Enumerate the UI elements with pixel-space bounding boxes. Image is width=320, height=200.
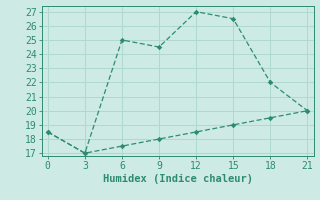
X-axis label: Humidex (Indice chaleur): Humidex (Indice chaleur) — [103, 174, 252, 184]
